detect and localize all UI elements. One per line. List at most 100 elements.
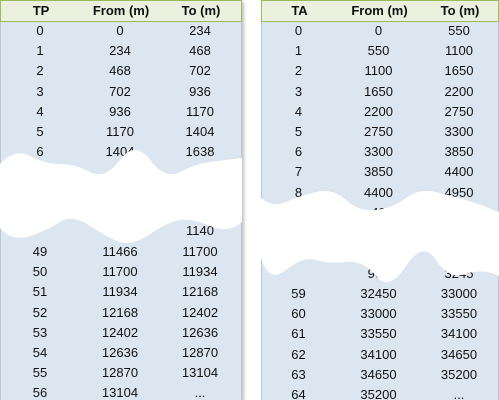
ta-cell-from: 33000 bbox=[360, 306, 397, 322]
ta-header-row: TA From (m) To (m) bbox=[261, 0, 499, 22]
tp-header-to: To (m) bbox=[181, 3, 221, 18]
ta-cell-to: 2200 bbox=[444, 83, 474, 99]
ta-cell-to: 4400 bbox=[444, 164, 474, 180]
tp-table-row: 5 1170 1404 bbox=[0, 122, 242, 142]
ta-cell-to: 3850 bbox=[444, 144, 474, 160]
tp-cell-from: 11466 bbox=[102, 244, 138, 259]
tp-header-row: TP From (m) To (m) bbox=[0, 0, 242, 22]
ta-cell-from: 33550 bbox=[360, 326, 397, 342]
ta-tear-gap bbox=[261, 178, 499, 288]
tp-cell-id: 51 bbox=[32, 284, 48, 300]
ta-table-row: 3 1650 2200 bbox=[261, 82, 499, 102]
tp-cell-id: 5 bbox=[36, 124, 44, 139]
tp-cell-from: 702 bbox=[109, 83, 131, 99]
tp-cell-id: 4 bbox=[36, 103, 44, 119]
ta-cell-to: 4950 bbox=[444, 184, 474, 200]
tp-cell-id: 6 bbox=[36, 144, 44, 160]
tp-table-row: 51 11934 12168 bbox=[0, 282, 242, 302]
tp-cell-to: 1170 bbox=[186, 103, 214, 119]
ta-cell-to: 34100 bbox=[440, 326, 478, 342]
tp-cell-id: 50 bbox=[32, 264, 48, 280]
ta-cell-id: 63 bbox=[291, 366, 306, 382]
ta-cell-id: 61 bbox=[291, 326, 306, 342]
tp-table-row: 4 936 1170 bbox=[0, 102, 242, 122]
ta-cell-id: 64 bbox=[291, 387, 306, 400]
ta-table-row: 60 33000 33550 bbox=[261, 304, 499, 324]
tp-table-row: 49 11466 11700 bbox=[0, 242, 242, 262]
tp-cell-to: 11934 bbox=[182, 264, 218, 280]
ta-cell-id: 8 bbox=[294, 184, 303, 200]
ta-cell-id: 62 bbox=[291, 346, 306, 362]
ta-cell-from: 35200 bbox=[360, 387, 397, 400]
tp-cell-from: 12636 bbox=[101, 345, 139, 360]
ta-cell-to: 2750 bbox=[444, 103, 474, 119]
tp-cell-from: 468 bbox=[109, 63, 131, 79]
tp-cell-to: 11700 bbox=[182, 244, 218, 259]
ta-table-row: 2 1100 1650 bbox=[261, 61, 499, 81]
ta-cell-to: 550 bbox=[448, 23, 470, 38]
tp-cell-id: 52 bbox=[32, 304, 48, 320]
ta-table-row: 59 32450 33000 bbox=[261, 284, 499, 304]
ta-cell-id: 60 bbox=[291, 306, 306, 322]
tp-cell-to: 12402 bbox=[181, 304, 219, 320]
tp-table-row: 0 0 234 bbox=[0, 21, 242, 41]
ta-cell-from: 550 bbox=[367, 43, 390, 59]
tp-cell-id: 1 bbox=[36, 43, 44, 59]
ta-cell-from: 1650 bbox=[364, 83, 393, 99]
ta-cell-id: 3 bbox=[294, 83, 303, 99]
ta-header-to: To (m) bbox=[440, 3, 480, 18]
ta-table-row: 61 33550 34100 bbox=[261, 324, 499, 344]
ta-table-row: 7 3850 4400 bbox=[261, 162, 499, 182]
tp-cell-from: 0 bbox=[116, 23, 124, 38]
tp-cell-from: 936 bbox=[109, 103, 131, 119]
tp-cell-id: 2 bbox=[36, 63, 44, 79]
tp-cell-to: 1140 bbox=[186, 223, 214, 238]
tp-cell-to: 936 bbox=[189, 83, 211, 99]
tp-cell-id: 49 bbox=[32, 244, 48, 259]
tp-cell-from: 12402 bbox=[101, 324, 139, 340]
ta-table-row: 62 34100 34650 bbox=[261, 345, 499, 365]
ta-cell-from: 2750 bbox=[364, 124, 393, 139]
ta-header-from: From (m) bbox=[351, 3, 408, 18]
ta-table-row: 6 3300 3850 bbox=[261, 142, 499, 162]
tp-cell-to: 234 bbox=[189, 23, 211, 38]
tp-table: TP From (m) To (m) 0 0 234 1 234 468 2 468 702 3 7… bbox=[0, 0, 242, 400]
tp-table-row: 52 12168 12402 bbox=[0, 303, 242, 323]
ta-cell-to: 1100 bbox=[445, 43, 473, 59]
ta-header-ta: TA bbox=[291, 3, 308, 18]
ta-table-row: 0 0 550 bbox=[261, 21, 499, 41]
tp-table-row: 1 234 468 bbox=[0, 41, 242, 61]
ta-cell-from: 2200 bbox=[364, 103, 393, 119]
tp-cell-id: 0 bbox=[36, 23, 44, 38]
ta-cell-from: 32450 bbox=[360, 286, 397, 301]
ta-cell-from: 34650 bbox=[360, 366, 397, 382]
tp-table-row: 53 12402 12636 bbox=[0, 323, 242, 343]
ta-cell-from: 3850 bbox=[364, 164, 393, 180]
tp-cell-from: 11934 bbox=[102, 284, 138, 300]
tp-cell-from: 13104 bbox=[101, 385, 139, 400]
tp-cell-to: 1404 bbox=[185, 124, 215, 139]
ta-cell-to: 3300 bbox=[444, 124, 474, 139]
tp-cell-id: 3 bbox=[36, 83, 44, 99]
ta-table-row: 8 4400 4950 bbox=[261, 183, 499, 203]
tp-table-row: 3 702 936 bbox=[0, 82, 242, 102]
ta-cell-from: 1100 bbox=[364, 63, 393, 79]
ta-table-row: 4 2200 2750 bbox=[261, 102, 499, 122]
tp-table-row: 55 12870 13104 bbox=[0, 363, 242, 383]
ta-cell-to: 34650 bbox=[440, 346, 478, 362]
tp-cell-to: 12870 bbox=[181, 345, 219, 360]
tp-cell-to: 702 bbox=[189, 63, 211, 79]
tp-cell-to: 13104 bbox=[181, 365, 219, 381]
ta-cell-id: 4 bbox=[294, 103, 303, 119]
ta-table-row: 63 34650 35200 bbox=[261, 365, 499, 385]
tp-cell-from: 11700 bbox=[102, 264, 138, 280]
ta-table-row: 64 35200... bbox=[261, 385, 499, 400]
tp-table-row: 54 12636 12870 bbox=[0, 343, 242, 363]
tp-cell-from: 1170 bbox=[106, 124, 134, 139]
ta-cell-from: 4400 bbox=[364, 184, 393, 200]
tp-cell-to: 1638 bbox=[185, 144, 215, 160]
tp-header-from: From (m) bbox=[92, 3, 150, 18]
tp-cell-to: 12168 bbox=[181, 284, 219, 300]
tp-header-tp: TP bbox=[32, 3, 50, 18]
tp-cell-to: ... bbox=[194, 385, 206, 400]
